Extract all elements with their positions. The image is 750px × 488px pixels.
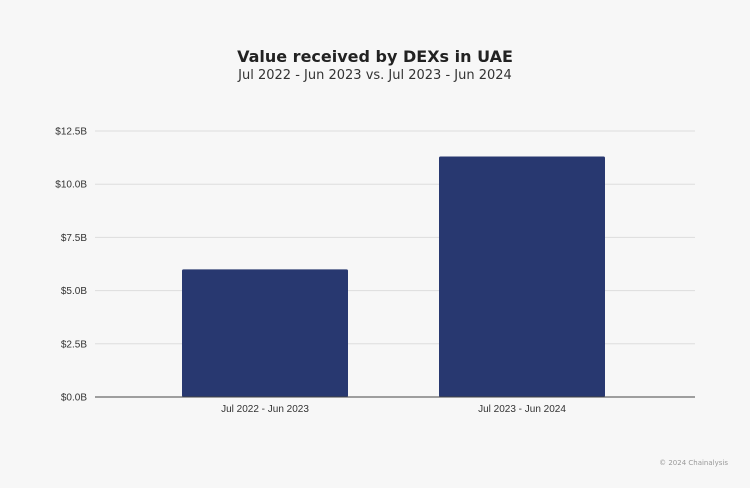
chart-subtitle: Jul 2022 - Jun 2023 vs. Jul 2023 - Jun 2… (238, 68, 512, 83)
x-tick-label: Jul 2023 - Jun 2024 (478, 404, 566, 415)
bar (439, 156, 605, 397)
y-tick-label: $2.5B (61, 339, 87, 350)
bar (182, 269, 348, 397)
x-tick-label: Jul 2022 - Jun 2023 (221, 404, 309, 415)
y-tick-label: $10.0B (55, 180, 87, 191)
copyright-credit: © 2024 Chainalysis (659, 459, 728, 467)
y-tick-label: $5.0B (61, 286, 87, 297)
y-tick-label: $7.5B (61, 233, 87, 244)
y-tick-label: $12.5B (55, 127, 87, 138)
chart-title: Value received by DEXs in UAE (237, 47, 513, 66)
y-tick-label: $0.0B (61, 393, 87, 404)
